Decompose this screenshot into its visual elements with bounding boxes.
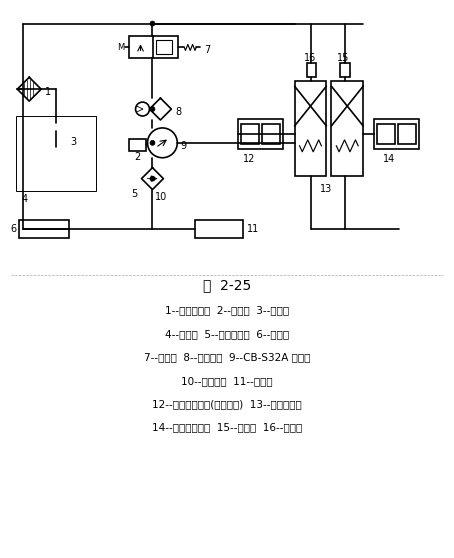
Text: 5: 5 bbox=[132, 189, 138, 199]
Bar bbox=[238, 119, 283, 149]
Text: M: M bbox=[117, 43, 124, 52]
Bar bbox=[195, 220, 243, 238]
Text: 1: 1 bbox=[45, 87, 51, 97]
Text: 4--变速筒  5--强制润滑孔  6--变速筱: 4--变速筒 5--强制润滑孔 6--变速筱 bbox=[165, 330, 289, 340]
Text: 12--左转向离合器(结合位置)  13--转向操纵阀: 12--左转向离合器(结合位置) 13--转向操纵阀 bbox=[152, 399, 302, 409]
Text: 11: 11 bbox=[247, 224, 259, 234]
Text: 1--机油散热器  2--分动筱  3--溢流阀: 1--机油散热器 2--分动筱 3--溢流阀 bbox=[165, 305, 289, 315]
Text: 13: 13 bbox=[320, 184, 332, 194]
Text: 4: 4 bbox=[21, 194, 27, 204]
Text: 15: 15 bbox=[337, 54, 350, 64]
Bar bbox=[340, 63, 350, 77]
Bar bbox=[19, 220, 69, 238]
Text: 8: 8 bbox=[175, 107, 182, 117]
Circle shape bbox=[150, 176, 155, 181]
Circle shape bbox=[150, 21, 155, 26]
Bar bbox=[262, 124, 280, 144]
Text: 10--粗过滤器  11--后桥筱: 10--粗过滤器 11--后桥筱 bbox=[181, 376, 273, 386]
Circle shape bbox=[150, 107, 155, 112]
Circle shape bbox=[150, 141, 155, 145]
Text: 图  2-25: 图 2-25 bbox=[203, 278, 251, 292]
Text: 7--减压阀  8--细过滤器  9--CB-S32A 转向泵: 7--减压阀 8--细过滤器 9--CB-S32A 转向泵 bbox=[144, 353, 310, 363]
Circle shape bbox=[148, 128, 178, 158]
Text: 10: 10 bbox=[155, 191, 168, 201]
Bar bbox=[241, 124, 259, 144]
Bar bbox=[16, 116, 96, 190]
Bar bbox=[295, 81, 326, 176]
Text: 12: 12 bbox=[243, 154, 255, 163]
Bar bbox=[46, 131, 66, 147]
Text: 9: 9 bbox=[180, 141, 187, 151]
Text: 14--右转向离合器  15--右拐杆  16--左拐杆: 14--右转向离合器 15--右拐杆 16--左拐杆 bbox=[152, 422, 302, 432]
Bar bbox=[128, 139, 147, 151]
Bar bbox=[331, 81, 363, 176]
Bar bbox=[398, 124, 416, 144]
Text: 16: 16 bbox=[304, 54, 316, 64]
Text: 6: 6 bbox=[10, 224, 16, 234]
Bar bbox=[157, 41, 173, 54]
Bar bbox=[306, 63, 316, 77]
Text: 7: 7 bbox=[204, 45, 210, 55]
Bar bbox=[374, 119, 419, 149]
Bar bbox=[377, 124, 395, 144]
Circle shape bbox=[136, 102, 149, 116]
Text: 2: 2 bbox=[134, 152, 141, 162]
Text: 14: 14 bbox=[383, 154, 395, 163]
Bar bbox=[128, 36, 178, 59]
Text: 3: 3 bbox=[70, 137, 76, 147]
